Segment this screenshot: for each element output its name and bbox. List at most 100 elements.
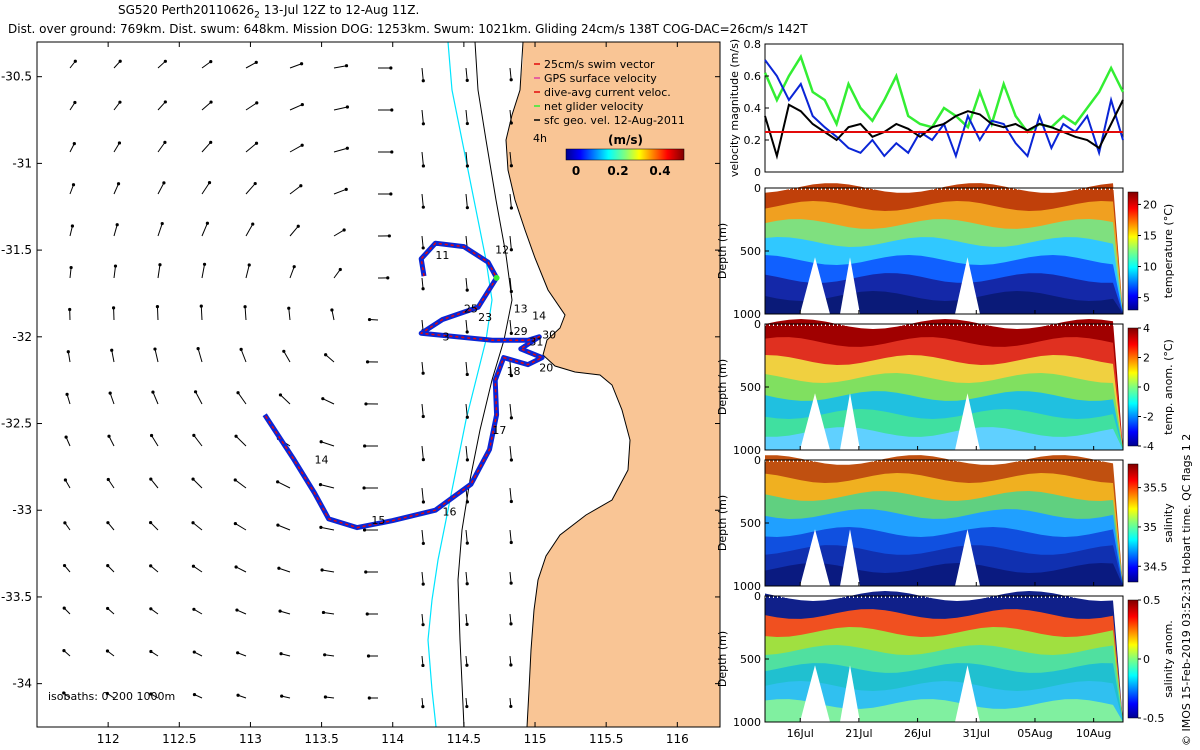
colorbar-tick-label: 0.5 bbox=[1143, 594, 1161, 607]
velocity-arrow bbox=[192, 478, 203, 489]
velocity-arrow bbox=[421, 67, 424, 81]
velocity-arrow bbox=[107, 479, 115, 489]
velocity-arrow-head bbox=[278, 393, 283, 397]
velocity-arrow bbox=[197, 348, 203, 363]
velocity-arrow bbox=[333, 65, 347, 69]
section-data-gap bbox=[840, 393, 860, 450]
velocity-arrow-head bbox=[365, 360, 370, 364]
map-y-tick-label: -32.5 bbox=[1, 417, 32, 431]
velocity-arrow-head bbox=[421, 541, 425, 546]
glider-track bbox=[262, 240, 545, 531]
velocity-arrow-head bbox=[234, 565, 238, 569]
velocity-arrow bbox=[113, 265, 116, 279]
velocity-arrow-head bbox=[465, 372, 469, 377]
map-x-tick-label: 112 bbox=[97, 732, 120, 746]
velocity-arrow-head bbox=[344, 64, 349, 68]
section-y-tick-label: 1000 bbox=[733, 716, 761, 729]
track-day-label: 13 bbox=[514, 303, 528, 316]
velocity-arrow-head bbox=[320, 568, 324, 572]
velocity-arrow-head bbox=[117, 141, 122, 145]
velocity-arrow-head bbox=[72, 142, 76, 146]
velocity-arrow-head bbox=[115, 223, 119, 227]
velocity-arrow-head bbox=[465, 78, 469, 82]
isobath-1000m bbox=[427, 42, 493, 727]
velocity-arrow-head bbox=[387, 234, 391, 238]
legend-item-label: sfc geo. vel. 12-Aug-2011 bbox=[544, 114, 685, 127]
velocity-y-tick-label: 0.8 bbox=[744, 38, 762, 51]
section-y-tick-label: 500 bbox=[740, 381, 761, 394]
velocity-arrow-head bbox=[191, 477, 195, 481]
velocity-arrow bbox=[109, 392, 115, 405]
velocity-arrow-head bbox=[71, 183, 76, 187]
velocity-arrow bbox=[201, 264, 206, 279]
velocity-arrow-head bbox=[390, 150, 394, 154]
velocity-arrow-head bbox=[421, 705, 425, 709]
velocity-arrow-head bbox=[207, 181, 212, 185]
velocity-arrow bbox=[421, 151, 424, 166]
section-y-tick-label: 1000 bbox=[733, 580, 761, 593]
velocity-arrow-head bbox=[465, 541, 469, 545]
velocity-arrow-head bbox=[465, 663, 469, 667]
velocity-arrow bbox=[289, 104, 303, 111]
velocity-arrow-head bbox=[196, 347, 200, 351]
velocity-arrow-head bbox=[509, 499, 513, 504]
section-data-gap bbox=[800, 393, 830, 450]
velocity-arrow bbox=[509, 109, 512, 124]
velocity-arrow bbox=[277, 481, 291, 489]
colorbar-tick-label: 35.5 bbox=[1143, 482, 1168, 495]
velocity-arrow bbox=[331, 309, 335, 321]
colorbar-tick-label: 10 bbox=[1143, 261, 1157, 274]
velocity-y-tick-label: 0.4 bbox=[744, 102, 762, 115]
section-colorbar bbox=[1127, 463, 1139, 583]
track-day-label: 3 bbox=[443, 330, 450, 343]
velocity-arrow-head bbox=[465, 330, 469, 334]
velocity-arrow-head bbox=[421, 371, 425, 375]
velocity-arrow-head bbox=[321, 397, 325, 401]
velocity-arrow bbox=[244, 306, 247, 321]
colorbar-tick-label: 0 bbox=[1143, 381, 1150, 394]
velocity-arrow-head bbox=[199, 304, 203, 308]
section-data-gap bbox=[800, 257, 830, 314]
velocity-arrow bbox=[201, 61, 212, 69]
velocity-arrow bbox=[465, 193, 468, 208]
velocity-arrow-head bbox=[65, 392, 69, 396]
velocity-arrow-head bbox=[73, 100, 77, 105]
track-day-label: 14 bbox=[314, 453, 328, 466]
velocity-arrow bbox=[66, 394, 71, 405]
velocity-arrow bbox=[279, 610, 291, 615]
velocity-arrow bbox=[421, 109, 424, 124]
glider-position-marker bbox=[493, 274, 500, 281]
velocity-arrow bbox=[157, 182, 165, 195]
velocity-arrow-head bbox=[465, 622, 469, 626]
velocity-arrow-head bbox=[106, 564, 110, 568]
velocity-arrow-head bbox=[62, 691, 66, 695]
colorbar-tick-label: 5 bbox=[1143, 292, 1150, 305]
velocity-arrow-head bbox=[153, 347, 157, 351]
velocity-arrow-head bbox=[160, 221, 164, 226]
velocity-arrow-head bbox=[421, 458, 425, 462]
velocity-arrow-head bbox=[62, 606, 66, 610]
legend-item-label: net glider velocity bbox=[544, 100, 644, 113]
velocity-arrow bbox=[157, 223, 163, 237]
velocity-panel: 0 0.2 0.4 0.6 0.8 velocity magnitude (m/s) bbox=[728, 38, 1125, 179]
track-day-label: 31 bbox=[529, 335, 543, 348]
velocity-arrow-head bbox=[344, 187, 348, 191]
colorbar-tick-label: 0 bbox=[572, 164, 580, 178]
velocity-arrow-head bbox=[465, 206, 469, 210]
section-colorbar bbox=[1127, 191, 1139, 311]
velocity-arrow-head bbox=[73, 59, 77, 63]
velocity-arrow bbox=[195, 391, 203, 405]
velocity-arrow-head bbox=[68, 307, 72, 312]
map-y-axis: -30.5 -31 -31.5 -32 -32.5 -33 -33.5 -34 bbox=[1, 70, 720, 691]
velocity-arrow-head bbox=[149, 433, 154, 438]
velocity-arrow bbox=[289, 225, 299, 237]
velocity-arrow bbox=[509, 529, 512, 543]
velocity-arrow-head bbox=[296, 224, 300, 228]
velocity-arrow bbox=[245, 102, 258, 111]
velocity-arrow-head bbox=[421, 205, 425, 209]
velocity-arrow bbox=[421, 319, 424, 331]
section-data-gap bbox=[955, 393, 980, 450]
isobaths bbox=[427, 42, 631, 727]
legend-item-label: GPS surface velocity bbox=[544, 72, 657, 85]
section-data-gap bbox=[840, 257, 860, 314]
